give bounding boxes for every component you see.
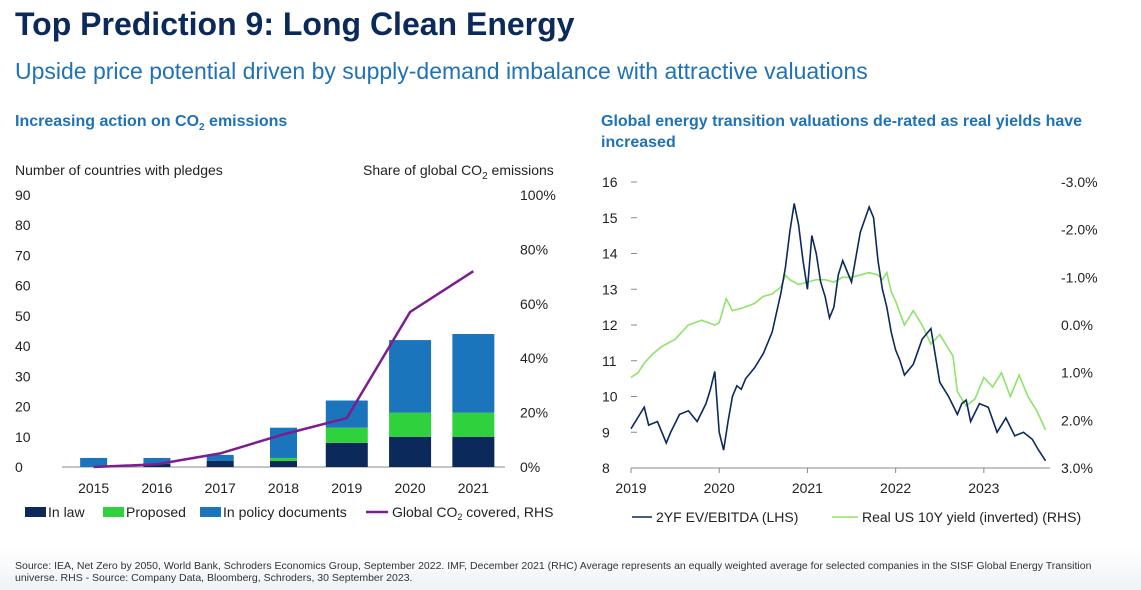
y2-tick-label: 40% (520, 350, 548, 366)
y-tick-label: 9 (602, 424, 610, 440)
legend-swatch (200, 507, 221, 517)
left-chart-title-tail: emissions (204, 113, 288, 130)
y-tick-label: 40 (15, 338, 31, 354)
y2-tick-label: 60% (520, 296, 548, 312)
x-tick-label: 2021 (458, 480, 489, 496)
y-tick-label: 12 (602, 317, 618, 333)
left-chart-title-main: Increasing action on CO (15, 113, 200, 130)
co2-covered-line (93, 270, 475, 469)
y2-tick-label: 3.0% (1061, 460, 1093, 476)
bar-in-policy-documents (80, 457, 108, 467)
x-tick-label: 2020 (394, 480, 425, 496)
y-tick-label: 80 (15, 217, 31, 233)
x-tick-label: 2022 (880, 480, 911, 496)
x-tick-label: 2020 (704, 480, 735, 496)
y-tick-label: 50 (15, 308, 31, 324)
x-tick-label: 2016 (141, 480, 172, 496)
x-tick-label: 2018 (268, 480, 299, 496)
y-tick-label: 13 (602, 281, 618, 297)
left-chart-title-sub: 2 (199, 122, 205, 134)
y2-tick-label: -3.0% (1061, 174, 1098, 190)
y-tick-label: 60 (15, 278, 31, 294)
legend-label: Real US 10Y yield (inverted) (RHS) (862, 509, 1081, 525)
right-y-axis-label-sub: 2 (482, 170, 488, 182)
bar-in-law (206, 460, 234, 467)
bar-proposed (270, 457, 297, 461)
bar-in-law (389, 436, 432, 467)
pledges-chart: 0 10 20 30 40 50 60 70 80 90 0% 20% 40% 60% 80% 100% 201… (15, 187, 556, 522)
bar-in-law (452, 436, 495, 467)
real-yield-line (630, 270, 1047, 431)
y-tick-label: 0 (15, 459, 23, 475)
right-y-axis-label-main: Share of global CO (363, 162, 483, 178)
legend-label: In law (48, 504, 85, 520)
y-tick-label: 15 (602, 210, 618, 226)
y2-tick-label: 100% (520, 187, 556, 203)
legend-swatch (103, 507, 124, 517)
y-tick-label: 10 (602, 389, 618, 405)
legend-label: 2YF EV/EBITDA (LHS) (656, 509, 798, 525)
valuations-chart: 8 9 10 11 12 13 14 15 16 3.0% 2.0% 1.0% 0.0% -1.0% -2.… (602, 174, 1098, 525)
y-tick-label: 8 (602, 460, 610, 476)
y2-tick-label: 80% (520, 241, 548, 257)
x-tick-label: 2017 (205, 480, 236, 496)
bar-in-law (325, 442, 368, 467)
y2-tick-label: 0.0% (1061, 317, 1093, 333)
left-chart-title: Increasing action on CO2 emissions (15, 111, 287, 138)
y2-tick-label: 1.0% (1061, 365, 1093, 381)
y-tick-label: 16 (602, 174, 618, 190)
legend-label: Proposed (126, 504, 186, 520)
x-tick-label: 2019 (615, 480, 646, 496)
ev-ebitda-line (630, 203, 1047, 462)
source-note: Source: IEA, Net Zero by 2050, World Ban… (15, 560, 1092, 584)
legend-label: In policy documents (223, 504, 347, 520)
y-tick-label: 30 (15, 368, 31, 384)
right-chart-title: Global energy transition valuations de-r… (601, 113, 1083, 151)
y2-tick-label: 20% (520, 405, 548, 421)
bar-in-policy-documents (143, 457, 171, 464)
x-tick-label: 2019 (331, 480, 362, 496)
y-tick-label: 90 (15, 187, 31, 203)
x-tick-label: 2015 (78, 480, 109, 496)
legend-swatch (25, 507, 46, 517)
left-y-axis-label: Number of countries with pledges (15, 162, 223, 178)
y2-tick-label: 2.0% (1061, 412, 1093, 428)
legend-label: Global CO2 covered, RHS (392, 504, 553, 522)
page-title: Top Prediction 9: Long Clean Energy (15, 6, 575, 42)
x-tick-label: 2021 (792, 480, 823, 496)
y2-tick-label: -2.0% (1061, 222, 1098, 238)
y-tick-label: 11 (602, 353, 617, 369)
y-tick-label: 20 (15, 399, 31, 415)
bar-in-policy-documents (452, 334, 495, 413)
bar-proposed (325, 427, 368, 443)
bar-in-law (270, 460, 297, 467)
x-tick-label: 2023 (968, 480, 999, 496)
y2-tick-label: 0% (520, 459, 540, 475)
bar-proposed (389, 412, 432, 437)
bar-in-policy-documents (325, 400, 368, 428)
y-tick-label: 14 (602, 246, 618, 262)
y2-tick-label: -1.0% (1061, 269, 1098, 285)
right-y-axis-label: Share of global CO2 emissions (363, 162, 554, 182)
y-tick-label: 70 (15, 247, 31, 263)
page-subtitle: Upside price potential driven by supply-… (15, 58, 868, 84)
bar-in-policy-documents (206, 454, 234, 461)
bar-in-policy-documents (389, 340, 432, 413)
footer-band (0, 548, 1141, 590)
bar-proposed (452, 412, 495, 437)
right-y-axis-label-tail: emissions (487, 162, 554, 178)
y-tick-label: 10 (15, 429, 31, 445)
